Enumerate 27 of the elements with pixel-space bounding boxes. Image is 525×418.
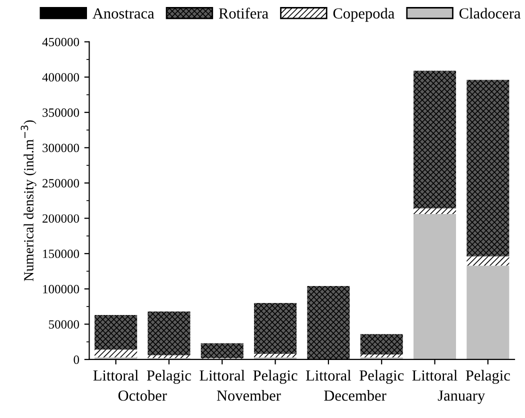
x-tick-label: Pelagic — [146, 370, 191, 384]
y-tick-label: 350000 — [42, 108, 80, 117]
x-tick-label: Pelagic — [360, 370, 404, 384]
y-tick-label: 0 — [74, 356, 80, 364]
x-tick-label: Littoral — [200, 370, 245, 381]
y-tick-label: 250000 — [42, 179, 80, 188]
text: December — [324, 390, 386, 401]
text: October — [118, 390, 167, 401]
y-tick-label: 50000 — [49, 320, 80, 329]
text: January — [438, 390, 486, 404]
text: November — [216, 390, 281, 401]
y-tick-label: 300000 — [42, 144, 80, 152]
legend-label: Cladocera — [459, 8, 521, 19]
y-tick-label: 450000 — [42, 38, 80, 46]
y-axis-title: Numerical density (ind.m$^{−3}$) — [20, 120, 36, 282]
y-tick-label: 200000 — [42, 214, 80, 223]
legend-label: Anostraca — [92, 8, 154, 19]
y-tick-label: 400000 — [42, 73, 80, 82]
x-tick-label: Littoral — [306, 370, 352, 381]
legend-label: Copepoda — [333, 8, 394, 22]
x-tick-label: Littoral — [412, 370, 458, 381]
x-tick-label: Littoral — [93, 370, 138, 381]
y-tick-label: 150000 — [43, 250, 80, 258]
x-tick-label: Pelagic — [253, 370, 298, 384]
legend-label: Rotifera — [218, 8, 268, 19]
x-tick-label: Pelagic — [466, 370, 510, 384]
y-tick-label: 100000 — [43, 284, 80, 294]
